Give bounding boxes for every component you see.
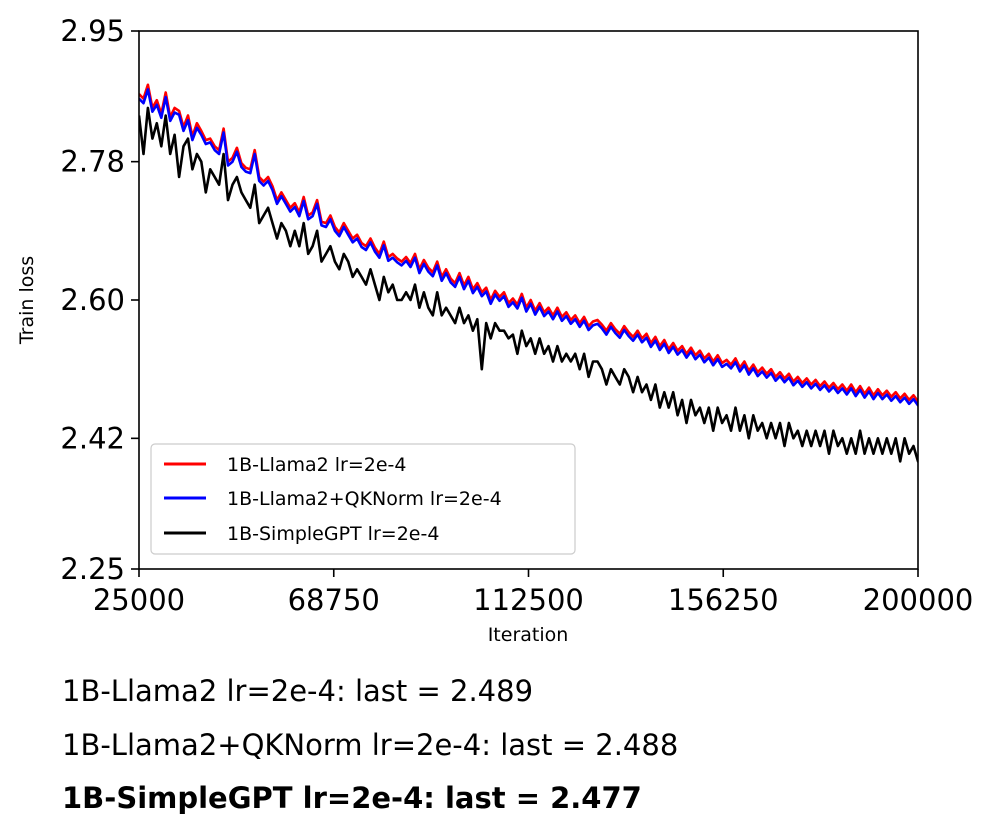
series-layer — [139, 83, 918, 463]
summary-qknorm: 1B-Llama2+QKNorm lr=2e-4: last = 2.488 — [62, 728, 679, 762]
x-axis-label: Iteration — [488, 624, 569, 646]
y-tick-label: 2.25 — [60, 552, 125, 586]
y-tick-label: 2.95 — [60, 14, 125, 48]
series-qknorm-line — [139, 88, 918, 407]
y-tick-label: 2.78 — [60, 145, 125, 179]
x-axis: 25000 68750 112500 156250 200000 — [93, 569, 973, 617]
x-tick-label: 156250 — [668, 583, 779, 617]
x-tick-label: 112500 — [473, 583, 584, 617]
y-tick-label: 2.60 — [60, 283, 125, 317]
series-simplegpt-line — [139, 106, 918, 463]
x-tick-label: 68750 — [288, 583, 380, 617]
summary-llama2: 1B-Llama2 lr=2e-4: last = 2.489 — [62, 674, 534, 708]
x-tick-label: 200000 — [863, 583, 974, 617]
y-axis-label: Train loss — [16, 256, 38, 345]
y-tick-label: 2.42 — [60, 421, 125, 455]
series-llama2-line — [139, 83, 918, 403]
summary-simplegpt: 1B-SimpleGPT lr=2e-4: last = 2.477 — [62, 781, 642, 815]
legend-label-qknorm: 1B-Llama2+QKNorm lr=2e-4 — [227, 488, 502, 510]
y-axis: 2.25 2.42 2.60 2.78 2.95 — [60, 14, 139, 586]
x-tick-label: 25000 — [93, 583, 185, 617]
legend-label-simplegpt: 1B-SimpleGPT lr=2e-4 — [227, 523, 439, 545]
legend: 1B-Llama2 lr=2e-4 1B-Llama2+QKNorm lr=2e… — [150, 443, 576, 555]
legend-label-llama2: 1B-Llama2 lr=2e-4 — [227, 454, 407, 476]
legend-box — [150, 443, 576, 555]
loss-chart: 2.25 2.42 2.60 2.78 2.95 25000 68750 112500 156… — [16, 14, 973, 646]
